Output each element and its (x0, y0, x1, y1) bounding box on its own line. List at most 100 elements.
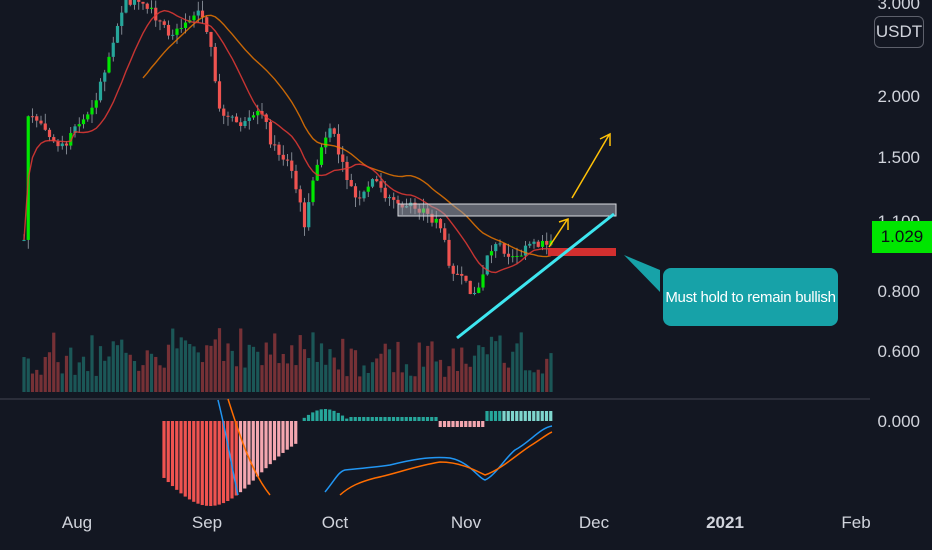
macd-histogram-bar (408, 417, 413, 421)
volume-bar (302, 349, 307, 392)
candle (481, 274, 485, 288)
macd-histogram-bar (362, 417, 366, 421)
volume-bar (413, 376, 417, 392)
volume-bar (443, 376, 447, 392)
candle (73, 126, 77, 134)
volume-bar (494, 341, 498, 392)
volume-bar (52, 332, 56, 392)
time-tick-year: 2021 (706, 513, 744, 532)
candle (264, 114, 268, 122)
candle (328, 128, 332, 138)
candle (324, 137, 328, 148)
macd-histogram-bar (489, 411, 493, 421)
candle (511, 256, 515, 258)
volume-bar (179, 337, 183, 392)
macd-histogram-bar (289, 421, 294, 447)
slow-moving-average-line (142, 14, 552, 258)
candle (336, 133, 341, 155)
candle (192, 15, 196, 21)
volume-bar (128, 354, 132, 392)
macd-histogram-bar (183, 421, 187, 497)
candle (141, 1, 145, 4)
volume-bar (234, 366, 239, 392)
volume-bar (366, 372, 370, 392)
volume-bar (209, 345, 213, 392)
macd-histogram-bar (272, 421, 277, 461)
currency-unit-badge[interactable]: USDT (874, 16, 924, 48)
volume-bar (47, 352, 52, 392)
volume-bar (90, 335, 94, 392)
candle (256, 111, 260, 116)
volume-bar (506, 367, 511, 392)
macd-histogram-bar (447, 421, 451, 427)
macd-histogram-bar (387, 417, 391, 421)
macd-histogram-bar (391, 417, 396, 421)
macd-histogram-bar (515, 411, 519, 421)
macd-histogram-bar (166, 421, 170, 483)
volume-bar (69, 347, 73, 392)
time-tick: Oct (321, 513, 349, 532)
volume-bar (158, 365, 162, 392)
macd-histogram-bar (340, 415, 345, 421)
candle (498, 243, 502, 245)
volume-bar (332, 357, 336, 392)
ascending-trendline (456, 212, 615, 340)
volume-bar (192, 346, 196, 392)
volume-bar (145, 350, 149, 392)
macd-histogram-bar (264, 421, 268, 469)
macd-histogram-bar (213, 421, 217, 506)
volume-bar (141, 365, 145, 392)
last-price-label: 1.029 (872, 221, 932, 253)
macd-histogram-bar (285, 421, 289, 450)
volume-bar (217, 328, 222, 392)
candle (285, 159, 290, 161)
candle (213, 46, 217, 82)
candle (315, 164, 319, 181)
volume-bar (430, 341, 434, 392)
macd-histogram-bar (302, 417, 306, 421)
projection-arrow-upper (571, 132, 611, 199)
volume-bar (162, 367, 166, 392)
volume-bar (472, 355, 477, 392)
volume-bars (22, 328, 553, 392)
volume-bar (196, 352, 200, 392)
volume-bar (81, 356, 86, 392)
volume-bar (149, 353, 154, 392)
volume-bar (528, 370, 532, 392)
volume-bar (39, 374, 43, 392)
volume-bar (362, 365, 366, 392)
projection-arrow-lower (548, 217, 569, 248)
macd-histogram-bar (345, 418, 349, 421)
volume-bar (353, 350, 358, 392)
candle (69, 133, 73, 146)
candle (175, 28, 179, 35)
time-tick: Feb (841, 513, 871, 532)
signal-line (227, 398, 553, 496)
candle (196, 10, 200, 16)
volume-bar (400, 372, 404, 392)
macd-histogram-bar (162, 421, 166, 478)
volume-bar (73, 374, 77, 392)
macd-histogram-bar (536, 411, 540, 421)
candle (111, 42, 115, 57)
macd-histogram-bar (217, 421, 221, 505)
candle (128, 0, 132, 5)
candle (349, 180, 353, 187)
candle (379, 181, 383, 188)
candle (396, 199, 400, 204)
volume-bar (549, 353, 553, 392)
candle (464, 275, 468, 281)
candle (22, 239, 26, 241)
volume-bar (477, 345, 481, 392)
candle (86, 114, 90, 120)
volume-bar (489, 336, 494, 392)
macd-histogram-bar (268, 421, 272, 465)
time-tick: Nov (450, 513, 482, 532)
volume-bar (166, 344, 171, 392)
candle (311, 180, 315, 203)
macd-histogram-bar (430, 417, 434, 421)
candle (345, 161, 349, 181)
macd-histogram-bar (230, 421, 234, 499)
candle (341, 154, 345, 162)
